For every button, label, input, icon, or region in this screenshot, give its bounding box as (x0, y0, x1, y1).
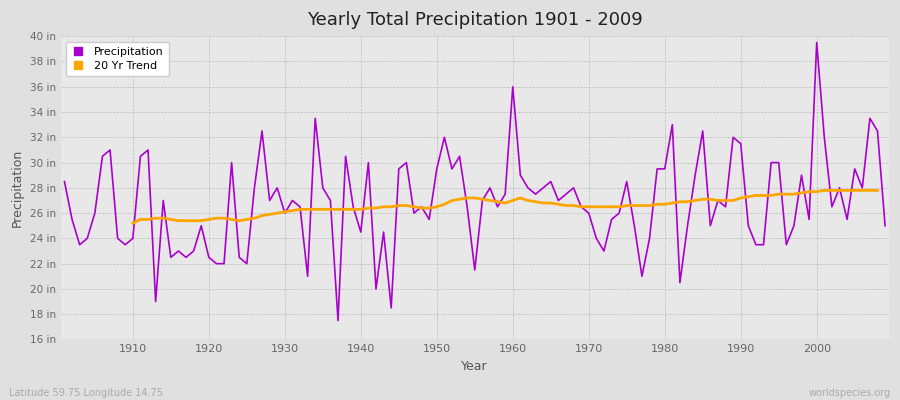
20 Yr Trend (128, 221, 139, 226)
Line: 20 Yr Trend: 20 Yr Trend (133, 190, 878, 223)
Precipitation (879, 223, 890, 228)
Text: worldspecies.org: worldspecies.org (809, 388, 891, 398)
Precipitation (508, 84, 518, 89)
20 Yr Trend (302, 207, 313, 212)
Text: Latitude 59.75 Longitude 14.75: Latitude 59.75 Longitude 14.75 (9, 388, 163, 398)
Precipitation (59, 179, 70, 184)
Y-axis label: Precipitation: Precipitation (11, 149, 24, 227)
Line: Precipitation: Precipitation (65, 42, 885, 320)
Title: Yearly Total Precipitation 1901 - 2009: Yearly Total Precipitation 1901 - 2009 (307, 11, 643, 29)
20 Yr Trend (523, 198, 534, 203)
20 Yr Trend (500, 201, 510, 206)
20 Yr Trend (819, 188, 830, 193)
Precipitation (333, 318, 344, 323)
Legend: Precipitation, 20 Yr Trend: Precipitation, 20 Yr Trend (67, 42, 169, 76)
Precipitation (340, 154, 351, 159)
20 Yr Trend (713, 198, 724, 203)
Precipitation (515, 173, 526, 178)
Precipitation (120, 242, 130, 247)
20 Yr Trend (325, 207, 336, 212)
20 Yr Trend (872, 188, 883, 193)
Precipitation (287, 198, 298, 203)
Precipitation (606, 217, 616, 222)
X-axis label: Year: Year (462, 360, 488, 373)
20 Yr Trend (356, 207, 366, 212)
Precipitation (811, 40, 822, 45)
